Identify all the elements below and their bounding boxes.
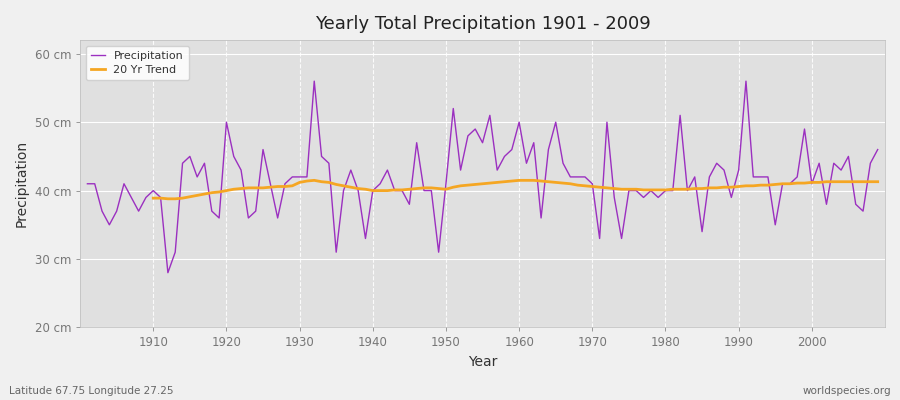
- Text: Latitude 67.75 Longitude 27.25: Latitude 67.75 Longitude 27.25: [9, 386, 174, 396]
- 20 Yr Trend: [331, 182, 342, 187]
- Precipitation: [872, 147, 883, 152]
- Y-axis label: Precipitation: Precipitation: [15, 140, 29, 227]
- Precipitation: [140, 195, 151, 200]
- 20 Yr Trend: [594, 185, 605, 190]
- Line: Precipitation: Precipitation: [87, 81, 878, 273]
- 20 Yr Trend: [536, 179, 546, 184]
- 20 Yr Trend: [309, 178, 320, 183]
- 20 Yr Trend: [850, 179, 861, 184]
- Precipitation: [528, 140, 539, 145]
- 20 Yr Trend: [148, 196, 158, 200]
- Title: Yearly Total Precipitation 1901 - 2009: Yearly Total Precipitation 1901 - 2009: [315, 15, 651, 33]
- Precipitation: [521, 161, 532, 166]
- Precipitation: [360, 236, 371, 241]
- Precipitation: [309, 79, 320, 84]
- 20 Yr Trend: [828, 179, 839, 184]
- 20 Yr Trend: [872, 179, 883, 184]
- Precipitation: [163, 270, 174, 275]
- 20 Yr Trend: [294, 180, 305, 185]
- Precipitation: [82, 181, 93, 186]
- Precipitation: [616, 236, 627, 241]
- 20 Yr Trend: [163, 196, 174, 201]
- Line: 20 Yr Trend: 20 Yr Trend: [153, 180, 878, 199]
- Legend: Precipitation, 20 Yr Trend: Precipitation, 20 Yr Trend: [86, 46, 189, 80]
- X-axis label: Year: Year: [468, 355, 497, 369]
- Text: worldspecies.org: worldspecies.org: [803, 386, 891, 396]
- Precipitation: [316, 154, 327, 159]
